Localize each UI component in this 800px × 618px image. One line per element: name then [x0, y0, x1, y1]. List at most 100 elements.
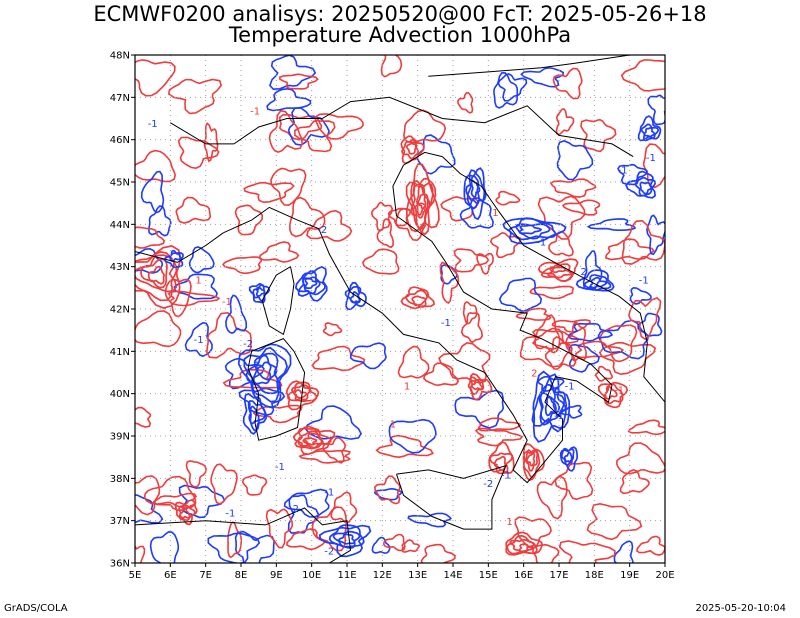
cold-contour [147, 205, 172, 237]
warm-contour [619, 469, 651, 495]
contour-value-label: -1 [441, 318, 451, 329]
warm-contour [135, 475, 161, 516]
cold-contour [407, 512, 452, 528]
warm-contour [243, 181, 295, 204]
y-tick-label: 43N [110, 262, 130, 273]
alpine-borders [170, 96, 634, 158]
warm-contour [615, 442, 665, 475]
cold-contour [301, 276, 321, 295]
warm-contour [621, 219, 665, 265]
axis-ticks: 5E 6E 7E 8E 9E 10E 11E 12E 13E 14E 15E 16E 17E 18E 19E… [110, 51, 675, 582]
contour-value-label: -1 [536, 238, 546, 249]
contour-value-label: 1 [390, 420, 396, 431]
warm-contour [540, 263, 573, 282]
contour-layer [135, 55, 665, 563]
warm-contour [457, 91, 474, 114]
warm-contour [493, 455, 507, 472]
warm-contour [515, 307, 552, 321]
warm-contour [177, 136, 220, 170]
warm-contour [522, 449, 541, 479]
cold-contour [518, 224, 543, 235]
x-tick-label: 11E [337, 570, 356, 581]
warm-contour [518, 543, 535, 553]
warm-contour [403, 109, 447, 144]
cold-contour [173, 273, 218, 300]
warm-contour [241, 474, 268, 496]
cold-contour [617, 163, 648, 186]
cold-contour [338, 533, 356, 545]
coastline-layer [135, 55, 665, 563]
warm-contour [532, 543, 560, 563]
cold-contour [245, 352, 280, 395]
x-tick-label: 16E [514, 570, 533, 581]
warm-contour [477, 417, 522, 432]
warm-contour [597, 381, 629, 409]
warm-contour [185, 460, 207, 488]
warm-contour [552, 67, 583, 100]
warm-contour [270, 167, 307, 207]
warm-contour [537, 195, 586, 240]
x-tick-label: 14E [443, 570, 462, 581]
cold-contour [350, 342, 387, 370]
warm-contour [598, 341, 657, 376]
cold-contour [237, 343, 292, 409]
warm-contour [362, 248, 400, 275]
cold-contour [539, 392, 561, 423]
warm-contour [524, 449, 539, 472]
contour-value-label: -1 [250, 106, 260, 117]
y-tick-label: 36N [110, 559, 130, 570]
x-tick-label: 18E [585, 570, 604, 581]
warm-contour [152, 492, 198, 511]
warm-contour [476, 252, 494, 275]
warm-contour [227, 521, 243, 559]
cold-contour [140, 170, 165, 214]
warm-contour [258, 241, 300, 263]
cold-contour [498, 277, 543, 312]
italy-coastline [223, 151, 613, 484]
x-tick-label: 13E [408, 570, 427, 581]
warm-contour [453, 248, 490, 273]
contour-value-label: -1 [639, 276, 649, 287]
warm-contour [210, 463, 238, 505]
y-tick-label: 38N [110, 474, 130, 485]
warm-contour [462, 301, 478, 325]
map-title-line1: ECMWF0200 analisys: 20250520@00 FcT: 202… [93, 2, 707, 26]
cold-contour [586, 218, 637, 231]
cold-contour [613, 540, 634, 563]
contour-value-label: -1 [250, 360, 260, 371]
warm-contour [380, 55, 403, 78]
warm-contour [297, 430, 323, 449]
cold-contour [184, 321, 213, 357]
cold-contour [463, 167, 486, 221]
contour-value-label: -1 [554, 411, 564, 422]
cold-contour [252, 283, 266, 303]
cold-contour [225, 294, 248, 334]
cold-contour [297, 269, 326, 298]
cold-contour [224, 357, 265, 390]
warm-contour [147, 265, 165, 285]
contour-value-label: -2 [483, 479, 493, 490]
x-tick-label: 12E [373, 570, 392, 581]
warm-contour [549, 178, 597, 198]
sardinia-coastline [247, 338, 306, 441]
cold-contour [188, 246, 215, 274]
x-tick-label: 5E [129, 570, 142, 581]
cold-contour [163, 252, 184, 268]
france-coastline [135, 232, 224, 263]
warm-contour [561, 199, 601, 216]
warm-contour [604, 385, 618, 400]
balkan-coastline [442, 156, 665, 403]
contour-value-label: -1 [614, 386, 624, 397]
warm-contour [416, 184, 429, 217]
warm-contour [174, 498, 198, 526]
warm-contour [294, 389, 308, 401]
warm-contour [167, 290, 221, 307]
warm-contour [551, 319, 591, 333]
warm-contour [620, 59, 665, 92]
warm-contour [322, 436, 347, 464]
warm-contour [383, 533, 406, 552]
warm-contour [594, 365, 613, 382]
warm-contour [135, 226, 166, 249]
contour-value-label: -1 [618, 166, 628, 177]
